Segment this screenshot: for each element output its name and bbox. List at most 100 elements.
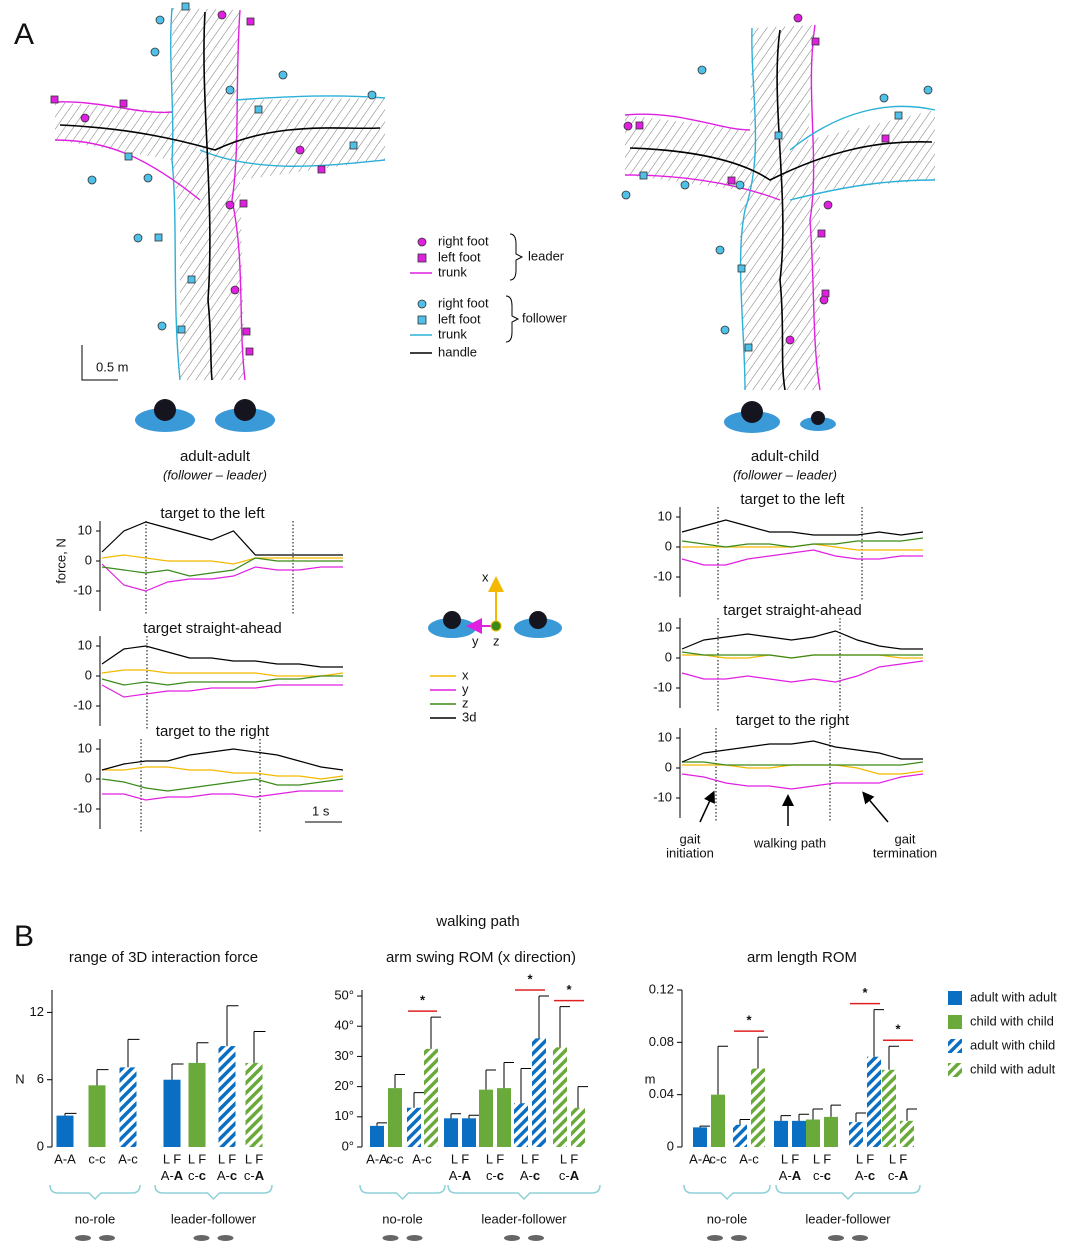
label-part: c xyxy=(868,1168,875,1183)
chart-title: target to the left xyxy=(160,505,265,522)
y-tick-label: -10 xyxy=(653,789,672,804)
y-tick-label: 0 xyxy=(85,770,92,785)
legend-text: trunk xyxy=(438,264,467,279)
chart-title: arm length ROM xyxy=(747,949,857,966)
legend-text: child with adult xyxy=(970,1061,1056,1076)
error-bar xyxy=(171,1063,184,1080)
people-icons xyxy=(135,399,836,433)
bar xyxy=(693,1127,707,1147)
bar xyxy=(462,1118,476,1147)
x-tick-label: L F xyxy=(486,1151,504,1166)
y-tick-label: 0 xyxy=(665,538,672,553)
error-bar xyxy=(717,1045,728,1095)
group-label: no-role xyxy=(75,1211,115,1226)
force-line xyxy=(101,675,343,686)
panel-label: B xyxy=(14,920,34,953)
y-tick-label: -10 xyxy=(73,582,92,597)
group-label: no-role xyxy=(707,1211,747,1226)
pair-roles: (follower – leader) xyxy=(733,467,837,482)
force-line xyxy=(101,645,343,668)
label-part: A- xyxy=(779,1168,792,1183)
y-tick-label: 0.12 xyxy=(649,981,674,996)
eye-icon xyxy=(504,1235,520,1241)
legend-text: 3d xyxy=(462,709,476,724)
x-tick-label: L F xyxy=(889,1151,907,1166)
y-tick-label: 10 xyxy=(78,522,92,537)
error-bar xyxy=(430,1016,441,1049)
label-part: A- xyxy=(449,1168,462,1183)
error-bar xyxy=(906,1108,917,1121)
force-line xyxy=(101,778,344,792)
error-bar xyxy=(253,1030,266,1063)
eye-icon xyxy=(731,1235,747,1241)
panel-label: A xyxy=(14,18,34,51)
group-label: leader-follower xyxy=(805,1211,891,1226)
y-tick-label: 10° xyxy=(334,1108,354,1123)
bar xyxy=(388,1088,402,1147)
y-tick-label: 50° xyxy=(334,987,354,1002)
chart-title: target to the right xyxy=(736,712,850,729)
annotation: initiation xyxy=(666,845,714,860)
legend-swatch xyxy=(948,1039,962,1053)
significance-star: * xyxy=(862,985,868,1000)
force-line xyxy=(101,669,344,677)
x-tick-label: A-A xyxy=(779,1168,802,1183)
chart-title: target straight-ahead xyxy=(143,620,281,637)
y-tick-label: -10 xyxy=(653,568,672,583)
label-part: c- xyxy=(813,1168,824,1183)
x-tick-label: A-A xyxy=(689,1151,711,1166)
group-brace xyxy=(154,1184,273,1201)
label-part: A xyxy=(255,1168,265,1183)
bar xyxy=(479,1089,493,1147)
error-bar xyxy=(376,1122,387,1126)
chart-title: arm swing ROM (x direction) xyxy=(386,949,576,966)
group-brace xyxy=(49,1184,141,1201)
scale-bar-label: 0.5 m xyxy=(96,359,129,374)
bar xyxy=(733,1124,747,1147)
annotation: termination xyxy=(873,845,937,860)
y-tick-label: -10 xyxy=(653,679,672,694)
x-tick-label: A-c xyxy=(118,1151,138,1166)
legend-group: follower xyxy=(522,310,567,325)
x-tick-label: A-A xyxy=(161,1168,184,1183)
bar xyxy=(553,1047,567,1147)
y-tick-label: 0 xyxy=(665,759,672,774)
force-line xyxy=(101,521,343,556)
legend-text: handle xyxy=(438,344,477,359)
error-bar xyxy=(127,1038,140,1068)
force-line xyxy=(682,764,924,775)
label-part: c xyxy=(199,1168,206,1183)
annotation: gait xyxy=(680,831,701,846)
y-tick-label: 6 xyxy=(37,1071,44,1086)
label-part: A xyxy=(570,1168,580,1183)
x-tick-label: A-A xyxy=(449,1168,472,1183)
legend-text: right foot xyxy=(438,295,489,310)
bar xyxy=(514,1103,528,1147)
pair-name: adult-child xyxy=(751,448,819,465)
error-bar xyxy=(538,995,549,1039)
x-tick-label: A-c xyxy=(412,1151,432,1166)
force-line xyxy=(681,549,923,566)
x-tick-label: c-A xyxy=(888,1168,909,1183)
axis-icon-label: x xyxy=(482,569,489,584)
label-part: c- xyxy=(244,1168,255,1183)
y-tick-label: 10 xyxy=(658,729,672,744)
y-tick-label: 10 xyxy=(658,619,672,634)
eye-icon xyxy=(406,1235,423,1241)
legend-text: left foot xyxy=(438,249,481,264)
significance-star: * xyxy=(527,971,533,986)
label-part: c xyxy=(824,1168,831,1183)
bar xyxy=(188,1062,206,1147)
x-tick-label: L F xyxy=(813,1151,831,1166)
legend-text: child with child xyxy=(970,1013,1054,1028)
error-bar xyxy=(855,1112,866,1123)
y-tick-label: -10 xyxy=(73,697,92,712)
bar xyxy=(806,1119,820,1147)
label-part: A- xyxy=(520,1168,533,1183)
eye-icon xyxy=(75,1235,91,1241)
y-tick-label: 40° xyxy=(334,1018,354,1033)
bar xyxy=(163,1079,181,1147)
eye-icon xyxy=(382,1235,399,1241)
panel-b-header: walking path xyxy=(435,913,519,930)
force-line xyxy=(101,563,343,592)
